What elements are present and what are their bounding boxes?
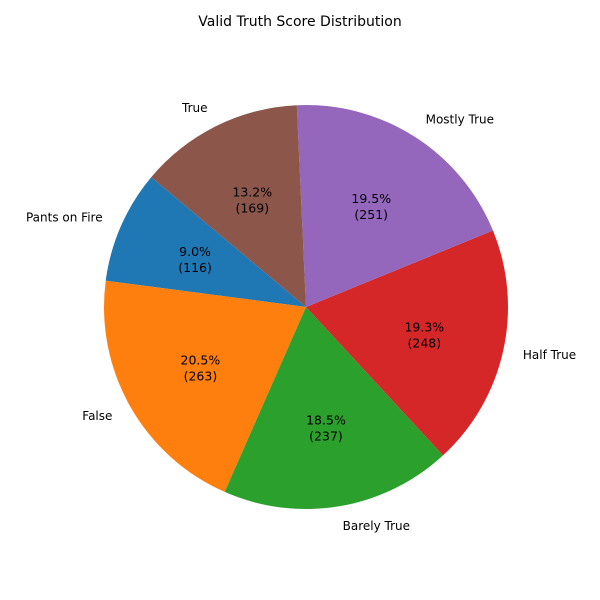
slice-percent-true: 13.2%: [232, 184, 272, 199]
slice-count-false: (263): [184, 368, 218, 383]
slice-label-barely-true: Barely True: [343, 519, 410, 533]
slice-percent-pants-on-fire: 9.0%: [179, 244, 211, 259]
slice-label-half-true: Half True: [523, 348, 576, 362]
slice-percent-barely-true: 18.5%: [306, 413, 346, 428]
slice-label-mostly-true: Mostly True: [426, 113, 494, 127]
slice-count-mostly-true: (251): [354, 207, 388, 222]
pie-slice-pants-on-fire: [105, 177, 306, 307]
slice-count-true: (169): [235, 200, 269, 215]
slice-count-barely-true: (237): [309, 429, 343, 444]
chart-title: Valid Truth Score Distribution: [198, 14, 401, 30]
pie-slice-barely-true: [224, 307, 444, 510]
pie-slice-true: [151, 105, 306, 307]
slice-percent-half-true: 19.3%: [404, 319, 444, 334]
pie-slice-false: [104, 280, 306, 492]
slice-label-pants-on-fire: Pants on Fire: [26, 211, 103, 225]
slice-count-half-true: (248): [408, 335, 442, 350]
pie-slices: [104, 105, 509, 510]
slice-percent-mostly-true: 19.5%: [351, 191, 391, 206]
pie-slice-half-true: [306, 230, 509, 456]
pie-labels: Pants on Fire 9.0%(116) False 20.5%(263) Bar…: [26, 101, 576, 533]
slice-label-false: False: [82, 409, 112, 423]
slice-label-true: True: [181, 101, 208, 115]
pie-slice-mostly-true: [296, 105, 493, 307]
slice-percent-false: 20.5%: [181, 352, 221, 367]
slice-count-pants-on-fire: (116): [178, 260, 212, 275]
